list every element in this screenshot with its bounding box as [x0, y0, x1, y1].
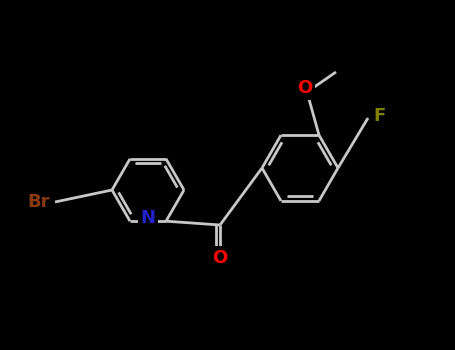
Text: Br: Br — [27, 193, 50, 211]
Text: N: N — [141, 209, 156, 227]
Text: O: O — [298, 79, 313, 97]
Text: F: F — [373, 107, 385, 125]
Text: O: O — [212, 249, 228, 267]
